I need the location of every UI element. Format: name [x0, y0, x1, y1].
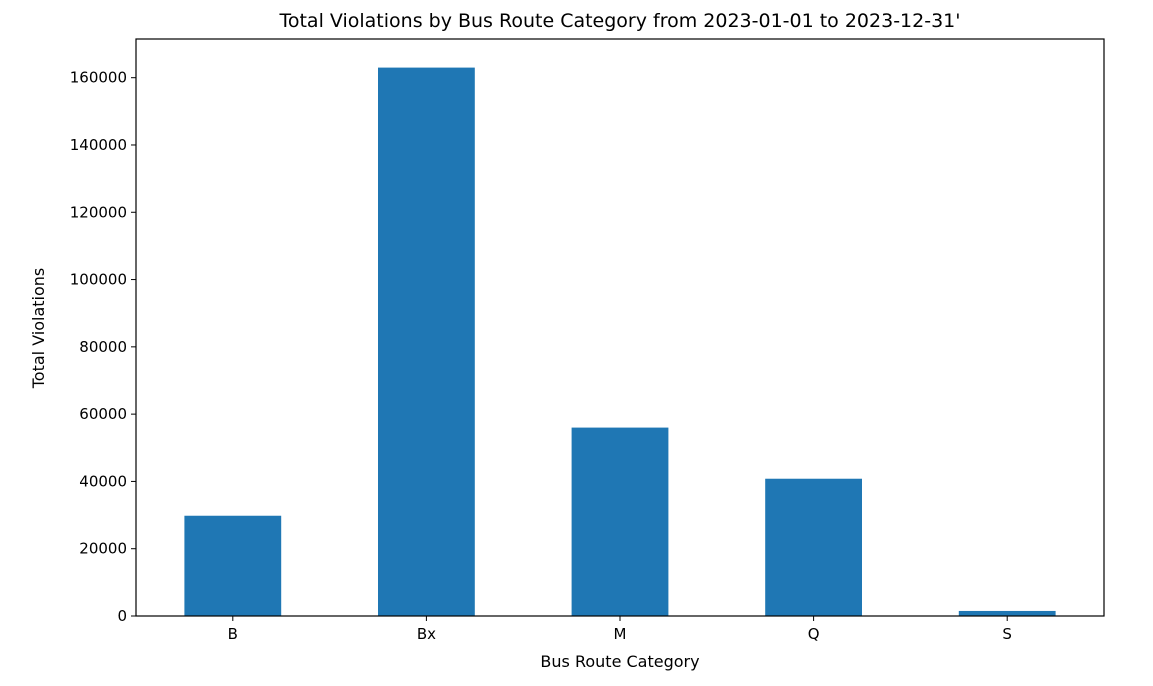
bar-q — [765, 478, 862, 616]
x-axis-label: Bus Route Category — [540, 652, 699, 671]
y-tick-label: 100000 — [70, 271, 127, 289]
bars-layer — [184, 67, 1056, 617]
y-tick-label: 160000 — [70, 69, 127, 87]
x-tick-label: B — [228, 625, 238, 643]
y-axis-ticks: 0 20000 40000 60000 80000 100000 120000 140000 1… — [70, 69, 136, 625]
y-tick-label: 20000 — [79, 540, 127, 558]
bar-m — [571, 427, 669, 616]
x-axis-ticks: B Bx M Q S — [228, 616, 1012, 643]
y-tick-label: 0 — [117, 607, 127, 625]
bar-s — [958, 610, 1056, 616]
y-tick-label: 120000 — [70, 203, 127, 221]
bar-bx — [378, 67, 475, 617]
y-tick-label: 60000 — [79, 405, 127, 423]
y-tick-label: 80000 — [79, 338, 127, 356]
y-axis-label: Total Violations — [29, 268, 48, 390]
x-tick-label: M — [614, 625, 627, 643]
bar-b — [184, 515, 282, 616]
x-tick-label: Bx — [417, 625, 436, 643]
y-tick-label: 140000 — [70, 136, 127, 154]
x-tick-label: Q — [808, 625, 820, 643]
chart-title: Total Violations by Bus Route Category f… — [278, 10, 960, 32]
y-tick-label: 40000 — [79, 472, 127, 490]
x-tick-label: S — [1002, 625, 1012, 643]
